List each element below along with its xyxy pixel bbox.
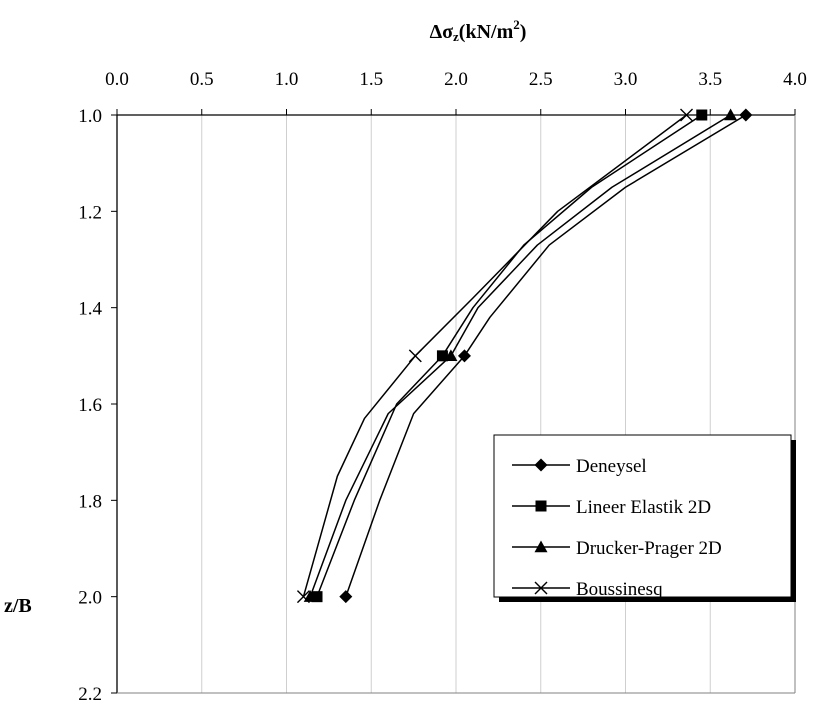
y-tick-label-2: 1.4 <box>78 299 102 320</box>
x-tick-label-6: 3.0 <box>614 69 638 90</box>
x-tick-label-5: 2.5 <box>529 69 553 90</box>
series-2-line <box>309 114 731 597</box>
series-2-point-0 <box>724 108 738 121</box>
axis-layer: 0.0 0.5 1.0 1.5 2.0 2.5 3.0 3.5 4.0 1.0 1.2 1.4 1.6 1… <box>78 69 807 705</box>
series-3-point-1 <box>408 349 422 363</box>
series-layer <box>296 108 753 604</box>
series-1-point-1 <box>436 350 448 362</box>
series-0-point-1 <box>457 349 471 363</box>
series-3-point-2 <box>296 590 310 604</box>
legend-item-2-label: Drucker-Prager 2D <box>576 538 722 559</box>
x-tick-label-0: 0.0 <box>105 69 129 90</box>
series-1-line <box>316 114 703 597</box>
x-axis-title-sub: z <box>453 29 459 44</box>
y-axis-title: z/B <box>4 595 32 617</box>
y-tick-label-4: 1.8 <box>78 491 102 512</box>
y-tick-label-5: 2.0 <box>78 588 102 609</box>
legend-item-0-marker <box>534 458 548 472</box>
y-tick-label-0: 1.0 <box>78 106 102 127</box>
x-tick-label-4: 2.0 <box>444 69 468 90</box>
series-3-point-0-stroke-b <box>680 108 694 122</box>
series-3-point-1-stroke-b <box>408 349 422 363</box>
x-axis-title-close: ) <box>520 21 527 43</box>
x-axis-title-prefix: Δσ <box>430 21 454 43</box>
y-tick-label-1: 1.2 <box>78 202 102 223</box>
legend-item-2-marker <box>534 540 548 553</box>
grid-layer <box>201 115 711 693</box>
x-tick-label-8: 4.0 <box>783 69 807 90</box>
series-0-point-0 <box>739 108 753 122</box>
legend-item-1-label: Lineer Elastik 2D <box>576 497 711 518</box>
series-0-line <box>345 114 747 597</box>
x-tick-label-3: 1.5 <box>359 69 383 90</box>
legend-item-2: Drucker-Prager 2D <box>512 538 722 559</box>
y-tick-label-6: 2.2 <box>78 684 102 705</box>
y-tick-label-3: 1.6 <box>78 395 102 416</box>
series-1-point-2 <box>311 591 323 603</box>
series-3 <box>296 108 694 604</box>
legend-item-1-marker <box>535 500 547 512</box>
series-3-point-2-stroke-b <box>296 590 310 604</box>
legend-item-3-marker-stroke-b <box>534 581 548 595</box>
x-tick-label-1: 0.5 <box>190 69 214 90</box>
x-tick-label-2: 1.0 <box>275 69 299 90</box>
series-2-point-1 <box>444 349 458 362</box>
legend-item-0-label: Deneysel <box>576 456 647 477</box>
x-axis-title: Δσz(kN/m2) <box>430 17 527 44</box>
series-0 <box>339 108 753 604</box>
legend-item-0: Deneysel <box>512 456 647 477</box>
series-2 <box>303 108 738 602</box>
legend-item-3-label: Boussinesq <box>576 579 663 600</box>
x-axis-title-rest: (kN/m <box>459 21 514 43</box>
series-1 <box>311 109 708 603</box>
legend-item-3: Boussinesq <box>512 579 663 600</box>
series-3-point-0 <box>680 108 694 122</box>
series-2-point-2 <box>303 590 317 602</box>
series-0-point-2 <box>339 590 353 604</box>
legend-item-3-marker <box>534 581 548 595</box>
x-tick-label-7: 3.5 <box>698 69 722 90</box>
legend: Deneysel Lineer Elastik 2D Drucker-Prager … <box>493 434 796 602</box>
series-1-point-0 <box>696 109 708 121</box>
legend-item-1: Lineer Elastik 2D <box>512 497 711 518</box>
x-axis-title-sup: 2 <box>513 17 520 32</box>
